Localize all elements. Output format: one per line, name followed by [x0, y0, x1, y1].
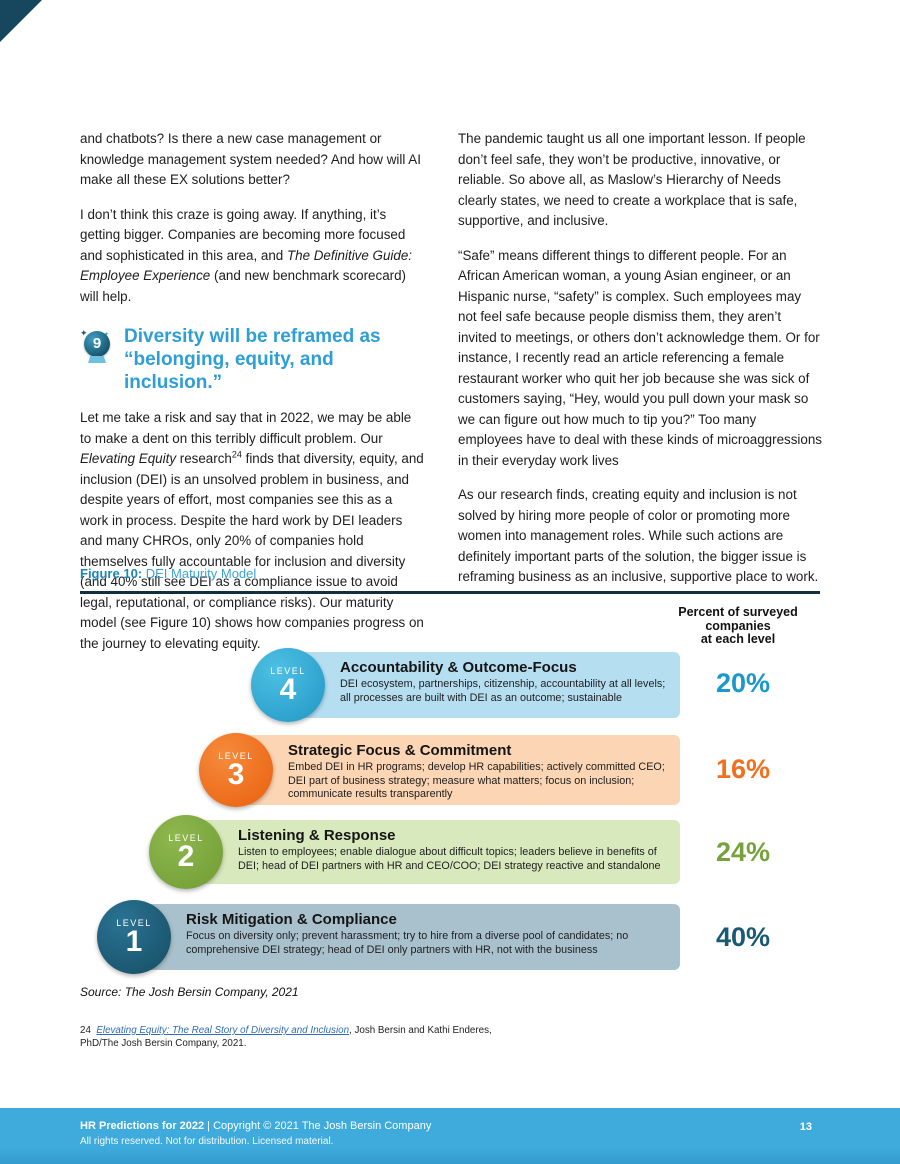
footnote-text-line2: PhD/The Josh Bersin Company, 2021. — [80, 1038, 247, 1049]
level-4-badge: LEVEL 4 — [251, 648, 325, 722]
section-9-heading: ✦ ✦ 9 Diversity will be reframed as “bel… — [80, 323, 424, 394]
paragraph: I don’t think this craze is going away. … — [80, 205, 424, 308]
level-word: LEVEL — [116, 917, 152, 928]
level-4-title: Accountability & Outcome-Focus — [340, 659, 577, 676]
level-1-bar: Risk Mitigation & Compliance Focus on di… — [134, 904, 680, 970]
book-title-italic: The Definitive Guide: Employee Experienc… — [80, 247, 412, 284]
level-number: 1 — [125, 924, 143, 958]
level-2-bar: Listening & Response Listen to employees… — [186, 820, 680, 884]
level-number: 4 — [279, 672, 297, 706]
paragraph: Let me take a risk and say that in 2022,… — [80, 408, 424, 654]
section-number-badge: 9 — [84, 331, 110, 357]
paragraph-text: (and new benchmark scorecard) will help. — [80, 268, 407, 304]
paragraph-text: research — [176, 451, 232, 466]
dei-maturity-model-figure: Percent of surveyed companies at each le… — [0, 598, 900, 990]
level-4-bar: Accountability & Outcome-Focus DEI ecosy… — [288, 652, 680, 718]
paragraph-text: Let me take a risk and say that in 2022,… — [80, 410, 412, 446]
figure-axis-header: Percent of surveyed companies at each le… — [678, 605, 798, 646]
footer-line1: HR Predictions for 2022 | Copyright © 20… — [80, 1119, 431, 1134]
report-title-italic: Elevating Equity — [80, 451, 177, 466]
section-divider-rule — [80, 591, 820, 594]
level-1-percent: 40% — [716, 922, 771, 952]
level-3-description: Embed DEI in HR programs; develop HR cap… — [288, 761, 665, 801]
paragraph: “Safe” means different things to differe… — [458, 247, 822, 468]
section-title-line1: Diversity will be reframed as — [124, 326, 381, 347]
paragraph: The pandemic taught us all one important… — [458, 131, 806, 228]
level-3-percent: 16% — [716, 754, 771, 784]
level-word: LEVEL — [218, 750, 254, 761]
level-1-badge: LEVEL 1 — [97, 900, 171, 974]
sparkle-icon: ✦ — [80, 328, 88, 338]
paragraph-text: I don’t think this craze is going away. … — [80, 206, 406, 263]
section-title-line2: “belonging, equity, and inclusion.” — [124, 349, 334, 393]
level-2-percent: 24% — [716, 837, 771, 867]
footnote-reference: 24 — [231, 449, 242, 460]
level-2-title: Listening & Response — [238, 827, 396, 844]
figure-caption: Figure 10: DEI Maturity Model — [80, 566, 256, 581]
paragraph: As our research finds, creating equity a… — [458, 487, 819, 584]
level-word: LEVEL — [168, 832, 204, 843]
left-column: and chatbots? Is there a new case manage… — [80, 129, 424, 668]
figure-source: Source: The Josh Bersin Company, 2021 — [80, 985, 299, 999]
level-number: 3 — [227, 757, 245, 791]
footnote-24: 24 Elevating Equity: The Real Story of D… — [80, 1024, 500, 1050]
paragraph: and chatbots? Is there a new case manage… — [80, 131, 421, 187]
footer-copyright: Copyright © 2021 The Josh Bersin Company — [213, 1120, 432, 1132]
figure-caption-title: DEI Maturity Model — [142, 566, 257, 581]
crystal-ball-icon: ✦ ✦ 9 — [80, 323, 116, 367]
level-number: 2 — [177, 839, 195, 873]
footer-text: HR Predictions for 2022 | Copyright © 20… — [80, 1119, 431, 1149]
level-3-bar: Strategic Focus & Commitment Embed DEI i… — [236, 735, 680, 805]
level-3-title: Strategic Focus & Commitment — [288, 742, 512, 759]
footer-report-title: HR Predictions for 2022 — [80, 1120, 205, 1132]
section-title: Diversity will be reframed as “belonging… — [116, 323, 424, 394]
footer-rights: All rights reserved. Not for distributio… — [80, 1136, 334, 1147]
level-1-title: Risk Mitigation & Compliance — [186, 911, 397, 928]
level-1-description: Focus on diversity only; prevent harassm… — [186, 930, 629, 956]
level-2-badge: LEVEL 2 — [149, 815, 223, 889]
footnote-text: , Josh Bersin and Kathi Enderes, — [349, 1025, 492, 1036]
level-word: LEVEL — [270, 665, 306, 676]
paragraph-text: finds that diversity, equity, and inclus… — [80, 451, 424, 651]
footnote-link[interactable]: Elevating Equity: The Real Story of Dive… — [96, 1025, 350, 1036]
crystal-ball-base — [88, 356, 106, 363]
footer-separator: | — [204, 1120, 214, 1132]
right-column: The pandemic taught us all one important… — [458, 129, 822, 602]
footnote-number: 24 — [80, 1025, 91, 1036]
corner-decoration — [0, 0, 42, 42]
level-4-percent: 20% — [716, 668, 771, 698]
page-number: 13 — [799, 1121, 812, 1133]
page-footer: HR Predictions for 2022 | Copyright © 20… — [0, 1108, 900, 1164]
level-4-description: DEI ecosystem, partnerships, citizenship… — [340, 678, 666, 704]
level-3-badge: LEVEL 3 — [199, 733, 273, 807]
level-2-description: Listen to employees; enable dialogue abo… — [238, 846, 661, 872]
figure-caption-label: Figure 10: — [80, 566, 143, 581]
